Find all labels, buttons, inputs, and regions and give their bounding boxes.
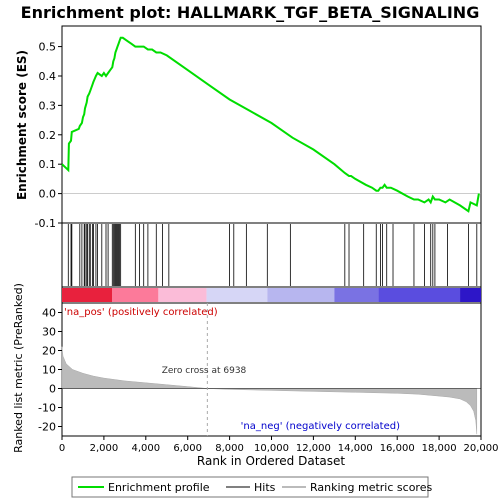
metric-y-tick-label: -10 [38,402,56,415]
ranked-metric-panel: Zero cross at 6938 'na_pos' (positively … [12,283,499,468]
metric-x-tick-label: 10,000 [254,443,289,454]
es-y-tick-label: 0.5 [39,41,57,54]
metric-y-axis-label: Ranked list metric (PreRanked) [12,283,25,453]
legend: Enrichment profile Hits Ranking metric s… [71,476,432,498]
es-y-tick-label: 0.4 [39,70,57,83]
chart-title: Enrichment plot: HALLMARK_TGF_BETA_SIGNA… [21,3,480,22]
metric-y-tick-label: 20 [42,345,56,358]
metric-x-tick-label: 8,000 [215,443,244,454]
metric-y-tick-label: 0 [49,383,56,396]
color-bar-segment [378,288,461,302]
metric-x-tick-label: 12,000 [296,443,331,454]
color-bar-segment [460,288,481,302]
es-y-tick-label: -0.1 [35,217,56,230]
es-y-tick-label: 0.3 [39,99,57,112]
legend-label-ranking: Ranking metric scores [310,481,432,494]
color-bar-segment [334,288,379,302]
color-bar-segment [267,288,335,302]
legend-label-enrichment: Enrichment profile [108,481,210,494]
metric-x-tick-label: 16,000 [380,443,415,454]
es-plot-frame [61,25,482,224]
color-bar-segment [206,288,268,302]
metric-x-tick-label: 6,000 [173,443,202,454]
hits-panel [61,222,482,304]
metric-y-tick-label: -20 [38,421,56,434]
metric-x-tick-label: 4,000 [131,443,160,454]
color-bar-segment [158,288,207,302]
metric-x-tick-label: 18,000 [422,443,457,454]
metric-x-tick-label: 14,000 [338,443,373,454]
enrichment-score-panel: -0.1 0.0 0.1 0.2 0.3 0.4 0.5 Enrichment score … [15,25,482,230]
metric-area [61,346,478,435]
metric-y-tick-label: 30 [42,326,56,339]
metric-x-axis-label: Rank in Ordered Dataset [197,454,345,468]
metric-x-tick-label: 0 [59,443,65,454]
na-neg-label: 'na_neg' (negatively correlated) [241,421,400,432]
es-y-tick-label: 0.0 [39,188,57,201]
color-bar-segment [62,288,113,302]
zero-cross-label: Zero cross at 6938 [162,366,247,376]
metric-x-tick-label: 20,000 [464,443,499,454]
metric-y-tick-label: 40 [42,307,56,320]
es-curve [61,36,480,213]
metric-x-tick-label: 2,000 [90,443,119,454]
color-bar-segment [112,288,159,302]
na-pos-label: 'na_pos' (positively correlated) [64,307,218,318]
es-y-tick-label: 0.2 [39,129,57,142]
es-y-axis-label: Enrichment score (ES) [15,50,29,200]
metric-y-tick-label: 10 [42,364,56,377]
metric-plot-frame [61,302,482,437]
hits-frame [61,222,482,288]
legend-label-hits: Hits [254,481,276,494]
es-y-tick-label: 0.1 [39,158,57,171]
